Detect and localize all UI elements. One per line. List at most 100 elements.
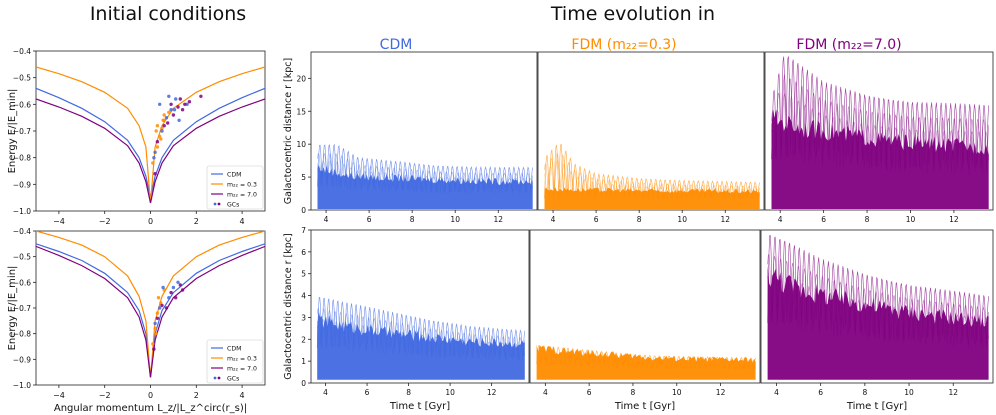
gc-point (155, 124, 160, 128)
initial-conditions-header: Initial conditions (90, 3, 246, 25)
y-tick-label: −0.6 (13, 278, 31, 287)
gc-point (158, 102, 162, 107)
gc-point (169, 290, 173, 295)
gc-point (171, 285, 176, 290)
column-title-fdm7: FDM (m₂₂=7.0) (796, 37, 901, 53)
evolution-panel-evolution-top-fdm7: 4 6 8 10 12 (764, 51, 994, 224)
y-tick-label: 0 (301, 379, 306, 388)
plot-area (36, 66, 265, 204)
legend-swatch (213, 376, 217, 380)
y-tick-label: −0.9 (13, 355, 31, 364)
ic-panel-bottom: −4 −2 0 2 4 −1.0 −0.9 −0.8 −0.7 −0.6 −0.5 −0.4 Energ… (7, 227, 266, 414)
y-tick-label: 1 (301, 357, 306, 366)
orbit-trace-2 (536, 354, 756, 372)
gc-point (155, 145, 160, 149)
x-tick-label: 12 (716, 388, 726, 397)
gc-point (151, 161, 155, 165)
evolution-panel-evolution-bottom-fdm03: 4 6 8 10 12 Time t [Gyr] (529, 229, 761, 412)
gc-point (160, 126, 164, 130)
x-tick-label: 10 (677, 215, 687, 224)
orbit-trace-1 (317, 152, 533, 195)
legend-box (206, 165, 264, 210)
plot-area (536, 344, 756, 380)
legend-swatch (213, 202, 217, 206)
y-tick-label: −0.8 (13, 154, 31, 163)
y-axis-label: Galactocentric distance r [kpc] (283, 58, 294, 204)
y-tick-label: −0.4 (13, 227, 31, 236)
x-tick-label: 12 (948, 388, 958, 397)
gc-point (158, 306, 162, 310)
gc-point (187, 100, 192, 104)
x-tick-label: 10 (450, 215, 460, 224)
gc-point (160, 129, 164, 133)
y-tick-label: 0 (301, 206, 306, 215)
legend-label: m₂₂ = 0.3 (227, 356, 257, 363)
series-line-2 (36, 245, 265, 378)
gc-point (152, 156, 156, 160)
plot-area (316, 297, 526, 380)
x-tick-label: 6 (821, 215, 826, 224)
plot-area (771, 56, 989, 209)
gc-point (166, 121, 170, 125)
gc-point (151, 342, 155, 346)
x-tick-label: 4 (240, 217, 245, 226)
y-tick-label: 6 (301, 248, 306, 257)
gc-point (162, 113, 166, 117)
x-tick-label: 8 (637, 215, 642, 224)
x-axis-label: Time t [Gyr] (846, 401, 907, 412)
orbit-trace-1 (536, 350, 756, 371)
x-tick-label: 8 (406, 388, 411, 397)
series-line-2 (36, 98, 265, 204)
legend: CDM m₂₂ = 0.3 m₂₂ = 7.0 GCs (206, 339, 264, 384)
gc-point (167, 94, 171, 99)
y-tick-label: 20 (296, 74, 306, 83)
x-tick-label: −2 (99, 391, 111, 400)
x-tick-label: 8 (410, 215, 415, 224)
evolution-panel-evolution-top-fdm03: 4 6 8 10 12 (537, 51, 765, 224)
x-tick-label: −2 (99, 217, 111, 226)
y-axis-label: Energy E/|E_min| (7, 89, 18, 174)
x-tick-label: 2 (194, 217, 199, 226)
x-tick-label: 4 (240, 391, 245, 400)
legend-label: CDM (227, 346, 241, 353)
orbit-dense-band (771, 109, 989, 209)
y-tick-label: 3 (301, 313, 306, 322)
gc-point (160, 303, 164, 308)
ic-panel-top: −4 −2 0 2 4 −1.0 −0.9 −0.8 −0.7 −0.6 −0.5 −0.4 Energ… (7, 47, 266, 226)
gc-point (153, 150, 157, 154)
x-tick-label: 0 (148, 217, 153, 226)
x-axis-label: Time t [Gyr] (389, 401, 450, 412)
column-title-cdm: CDM (380, 37, 413, 53)
x-tick-label: 4 (323, 388, 328, 397)
y-tick-label: −0.9 (13, 180, 31, 189)
orbit-trace-2 (316, 318, 526, 361)
plot-area (767, 235, 989, 380)
orbit-dense-band (536, 344, 756, 380)
gc-point (161, 118, 165, 123)
y-tick-label: −0.5 (13, 253, 31, 262)
gc-point (155, 140, 160, 144)
gc-point (183, 102, 187, 107)
x-axis-label: Time t [Gyr] (614, 401, 675, 412)
legend: CDM m₂₂ = 0.3 m₂₂ = 7.0 GCs (206, 165, 264, 210)
legend-swatch (217, 376, 221, 380)
plot-area (317, 143, 533, 209)
x-tick-label: 12 (949, 215, 959, 224)
gc-point (153, 321, 157, 326)
x-tick-label: 10 (445, 388, 455, 397)
x-tick-label: 6 (587, 388, 592, 397)
orbit-dense-band (317, 165, 533, 209)
legend-label: m₂₂ = 7.0 (227, 192, 257, 199)
gc-point (199, 94, 203, 99)
x-tick-label: 10 (906, 215, 916, 224)
gc-point (167, 296, 171, 300)
x-tick-label: 6 (594, 215, 599, 224)
x-tick-label: 4 (324, 215, 329, 224)
plot-area (544, 143, 760, 209)
legend-box (206, 339, 264, 384)
x-tick-label: 6 (365, 388, 370, 397)
y-tick-label: −0.5 (13, 74, 31, 83)
gc-point (178, 283, 182, 287)
